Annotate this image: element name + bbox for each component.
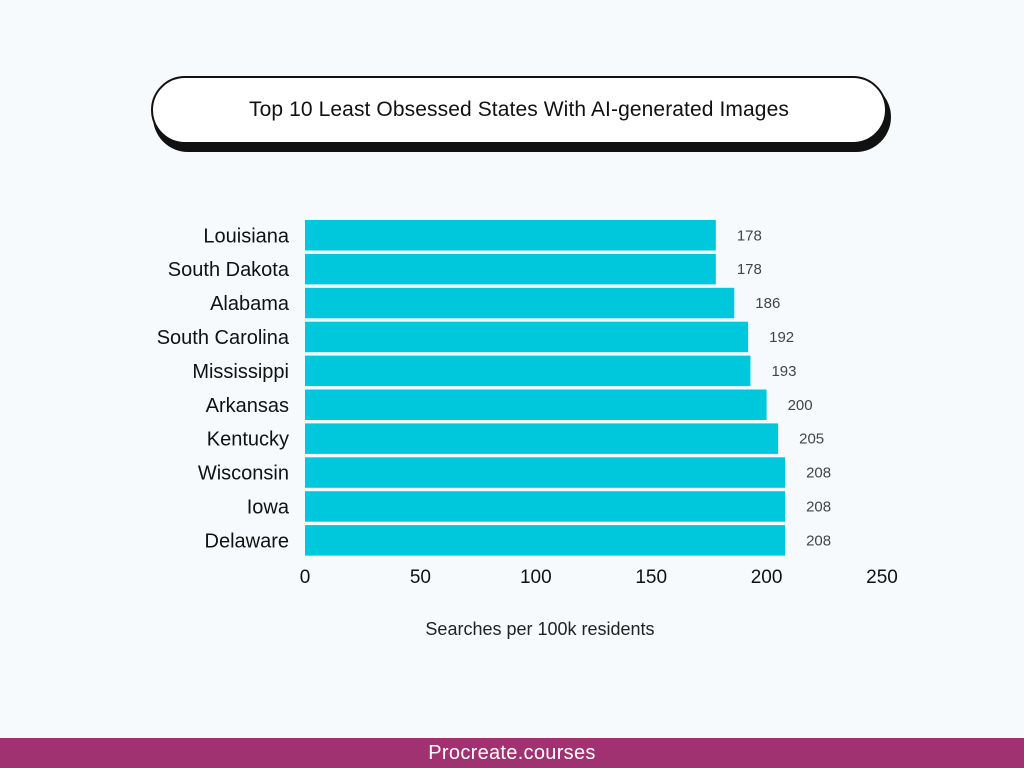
category-label: Mississippi [192, 361, 289, 383]
category-label: Kentucky [207, 429, 289, 451]
bar [305, 491, 786, 522]
category-label: South Dakota [168, 259, 290, 281]
bar [305, 355, 751, 387]
bar [305, 253, 716, 285]
bar [305, 220, 716, 251]
data-label: 178 [737, 261, 762, 278]
data-label: 186 [755, 295, 780, 312]
x-tick-label: 0 [300, 567, 311, 588]
x-tick-label: 50 [410, 567, 431, 588]
bar [305, 423, 779, 454]
category-label: Alabama [210, 293, 290, 315]
bar [305, 457, 786, 488]
footer-text: Procreate.courses [428, 741, 596, 764]
data-label: 205 [799, 431, 824, 448]
bar [305, 321, 749, 353]
x-tick-label: 200 [751, 567, 783, 588]
bar [305, 525, 786, 556]
data-label: 192 [769, 329, 794, 346]
data-label: 178 [737, 227, 762, 244]
x-tick-label: 150 [635, 567, 667, 588]
category-label: Wisconsin [198, 463, 289, 485]
bar [305, 389, 767, 420]
footer-banner: Procreate.courses [0, 738, 1024, 768]
x-tick-label: 100 [520, 567, 552, 588]
data-label: 208 [806, 498, 831, 515]
bar [305, 287, 735, 319]
x-tick-label: 250 [866, 567, 898, 588]
category-label: Arkansas [206, 395, 289, 417]
category-label: Louisiana [203, 225, 290, 247]
chart-title: Top 10 Least Obsessed States With AI-gen… [151, 76, 887, 144]
bar-chart: Louisiana 178 South Dakota 178 Alabama 186 Sou… [157, 220, 898, 588]
category-label: South Carolina [157, 327, 290, 349]
data-label: 200 [788, 397, 813, 414]
x-axis-label: Searches per 100k residents [425, 619, 655, 639]
data-label: 193 [771, 363, 796, 380]
data-label: 208 [806, 465, 831, 482]
category-label: Iowa [247, 496, 290, 518]
data-label: 208 [806, 532, 831, 549]
category-label: Delaware [205, 530, 289, 552]
